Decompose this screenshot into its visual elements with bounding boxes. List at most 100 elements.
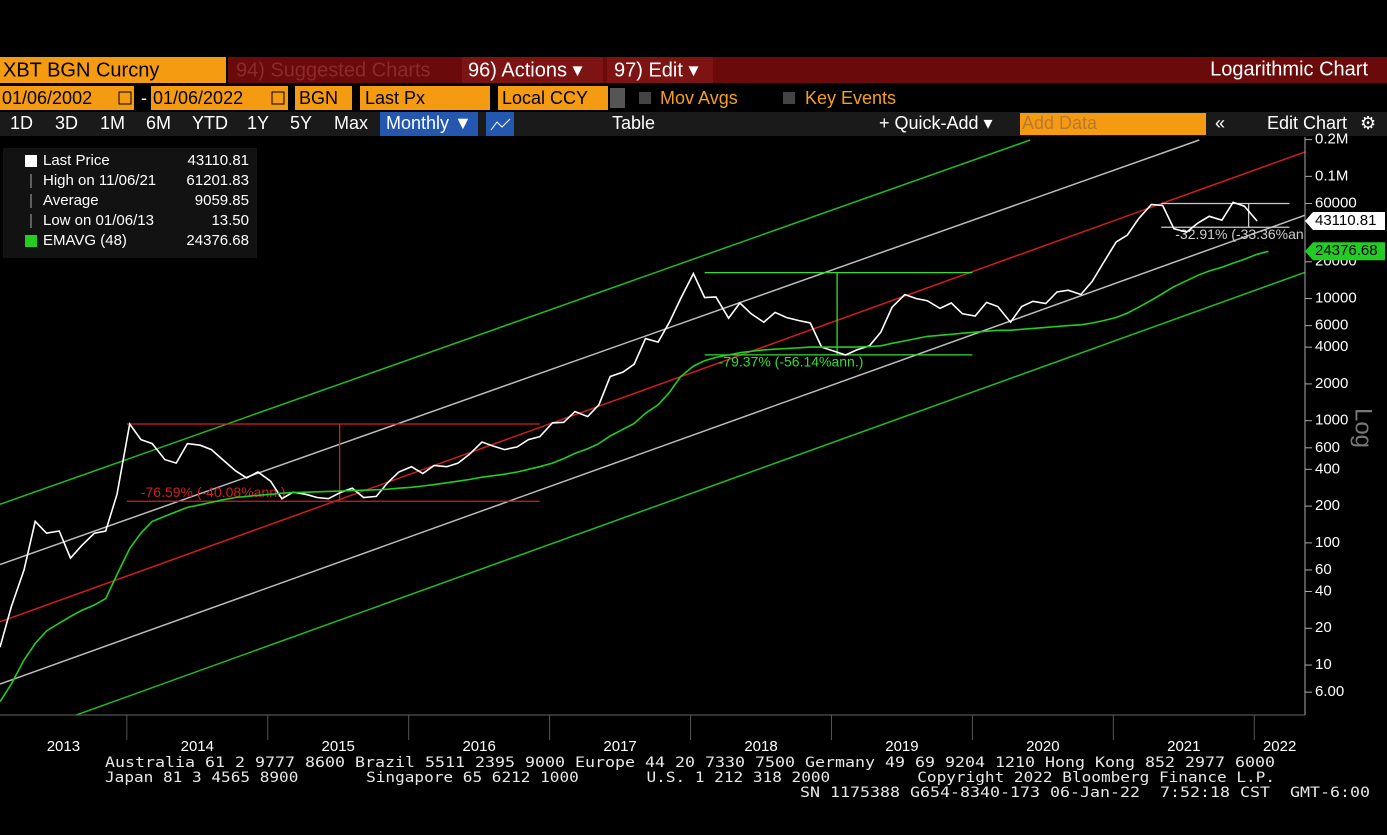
- plot-area: -76.59% (-40.08%ann.) -79.37% (-56.14%ann…: [0, 139, 1320, 715]
- chart-kind: Logarithmic Chart: [1210, 58, 1368, 80]
- suggested-charts[interactable]: 94) Suggested Charts: [236, 59, 431, 81]
- footer-line: Australia 61 2 9777 8600 Brazil 5511 239…: [105, 755, 1275, 771]
- last-value-label: 24376.68: [1315, 242, 1378, 259]
- legend-value: 61201.83: [186, 172, 249, 189]
- start-date[interactable]: 01/06/2002: [2, 88, 92, 108]
- y-tick-label: 1000: [1315, 412, 1348, 429]
- source-box[interactable]: [295, 86, 352, 110]
- legend-value: 24376.68: [186, 232, 249, 249]
- settings[interactable]: ⚙: [1360, 113, 1376, 133]
- period[interactable]: Monthly ▼: [386, 113, 472, 133]
- legend-value: 9059.85: [195, 192, 249, 209]
- legend-label: Last Price: [43, 152, 110, 169]
- legend-label: Average: [43, 192, 99, 209]
- legend-swatch: [25, 235, 37, 247]
- currency-box[interactable]: [498, 86, 608, 110]
- end-date[interactable]: 01/06/2022: [153, 88, 243, 108]
- legend: Last Price 43110.81 High on 11/06/21 61201.…: [25, 152, 249, 249]
- edit-chart[interactable]: Edit Chart: [1267, 113, 1347, 133]
- range-button[interactable]: 1M: [100, 113, 125, 133]
- x-tick-label: 2020: [1026, 738, 1059, 755]
- x-tick-label: 2018: [744, 738, 777, 755]
- trend-channel: [0, 151, 1305, 623]
- start-date-box[interactable]: [0, 86, 134, 110]
- y-tick-label: 0.2M: [1315, 131, 1348, 148]
- range-button[interactable]: Max: [334, 113, 368, 133]
- footer-line: SN 1175388 G654-8340-173 06-Jan-22 7:52:…: [800, 785, 1370, 801]
- x-tick-label: 2014: [181, 738, 214, 755]
- x-tick-label: 2013: [47, 738, 80, 755]
- x-tick-label: 2022: [1263, 738, 1296, 755]
- y-tick-label: 0.1M: [1315, 167, 1348, 184]
- table[interactable]: Table: [612, 113, 655, 133]
- end-date-box[interactable]: [151, 86, 288, 110]
- y-tick-label: 60000: [1315, 194, 1357, 211]
- drawdown-label: -32.91% (-33.36%ann.): [1175, 226, 1320, 242]
- price-line: [0, 250, 1269, 703]
- security[interactable]: XBT BGN Curcny: [3, 59, 159, 81]
- edit-button[interactable]: [607, 57, 713, 83]
- range-button[interactable]: 3D: [55, 113, 78, 133]
- currency[interactable]: Local CCY: [502, 88, 588, 108]
- calendar-icon[interactable]: [271, 91, 285, 105]
- range-buttons: 1D 3D 1M 6M YTD 1Y 5Y Max: [10, 113, 368, 133]
- last-value-badge: [1305, 212, 1385, 231]
- key-events[interactable]: Key Events: [805, 88, 896, 108]
- actions[interactable]: 96) Actions ▾: [468, 59, 583, 81]
- range-button[interactable]: 6M: [146, 113, 171, 133]
- trend-channel: [0, 139, 1200, 566]
- chart-style-icon: [490, 118, 511, 131]
- legend-label: EMAVG (48): [43, 232, 127, 249]
- period-button[interactable]: [380, 112, 478, 136]
- y-tick-label: 6000: [1315, 317, 1348, 334]
- y-axis-label: Log: [1350, 408, 1377, 448]
- edit[interactable]: 97) Edit ▾: [614, 59, 699, 81]
- legend-value: 43110.81: [188, 152, 249, 169]
- field[interactable]: Last Px: [365, 88, 425, 108]
- y-tick-label: 200: [1315, 497, 1340, 514]
- range-button[interactable]: YTD: [192, 113, 228, 133]
- field-box[interactable]: [360, 86, 490, 110]
- checkbox[interactable]: [639, 92, 651, 104]
- checkbox[interactable]: [783, 92, 795, 104]
- y-tick-label: 40: [1315, 582, 1332, 599]
- security-box[interactable]: [0, 57, 226, 83]
- price-line: [0, 201, 1258, 648]
- trend-channel: [0, 139, 1031, 506]
- trend-channel: [0, 214, 1305, 685]
- range-button[interactable]: 1D: [10, 113, 33, 133]
- quick-add[interactable]: + Quick-Add ▾: [879, 113, 993, 133]
- source[interactable]: BGN: [299, 88, 338, 108]
- calendar-icon[interactable]: [118, 91, 132, 105]
- y-tick-label: 400: [1315, 460, 1340, 477]
- y-tick-label: 20: [1315, 619, 1332, 636]
- trend-channel: [74, 271, 1305, 715]
- mov-avgs[interactable]: Mov Avgs: [660, 88, 738, 108]
- footer-line: Japan 81 3 4565 8900 Singapore 65 6212 1…: [105, 770, 1275, 786]
- legend-box: [3, 148, 257, 258]
- actions-button[interactable]: [462, 57, 603, 83]
- legend-label: High on 11/06/21: [43, 172, 156, 189]
- y-tick-label: 10000: [1315, 290, 1357, 307]
- drawdown-label: -76.59% (-40.08%ann.): [141, 484, 286, 500]
- menu-bar: [228, 57, 1387, 83]
- x-tick-label: 2017: [603, 738, 636, 755]
- range-button[interactable]: 1Y: [247, 113, 269, 133]
- x-tick-label: 2019: [885, 738, 918, 755]
- date-dash: -: [141, 88, 147, 108]
- y-tick-label: 100: [1315, 534, 1340, 551]
- y-tick-label: 4000: [1315, 338, 1348, 355]
- y-tick-label: 60: [1315, 561, 1332, 578]
- chart-style-button[interactable]: [486, 112, 514, 136]
- range-button[interactable]: 5Y: [290, 113, 312, 133]
- legend-swatch: [25, 155, 37, 167]
- dropdown[interactable]: [610, 88, 625, 108]
- last-value-badge: [1305, 242, 1385, 261]
- x-tick-label: 2015: [322, 738, 355, 755]
- add-data-box[interactable]: [1020, 113, 1206, 135]
- add-data[interactable]: Add Data: [1022, 113, 1098, 133]
- legend-value: 13.50: [211, 212, 249, 229]
- collapse[interactable]: «: [1215, 113, 1225, 133]
